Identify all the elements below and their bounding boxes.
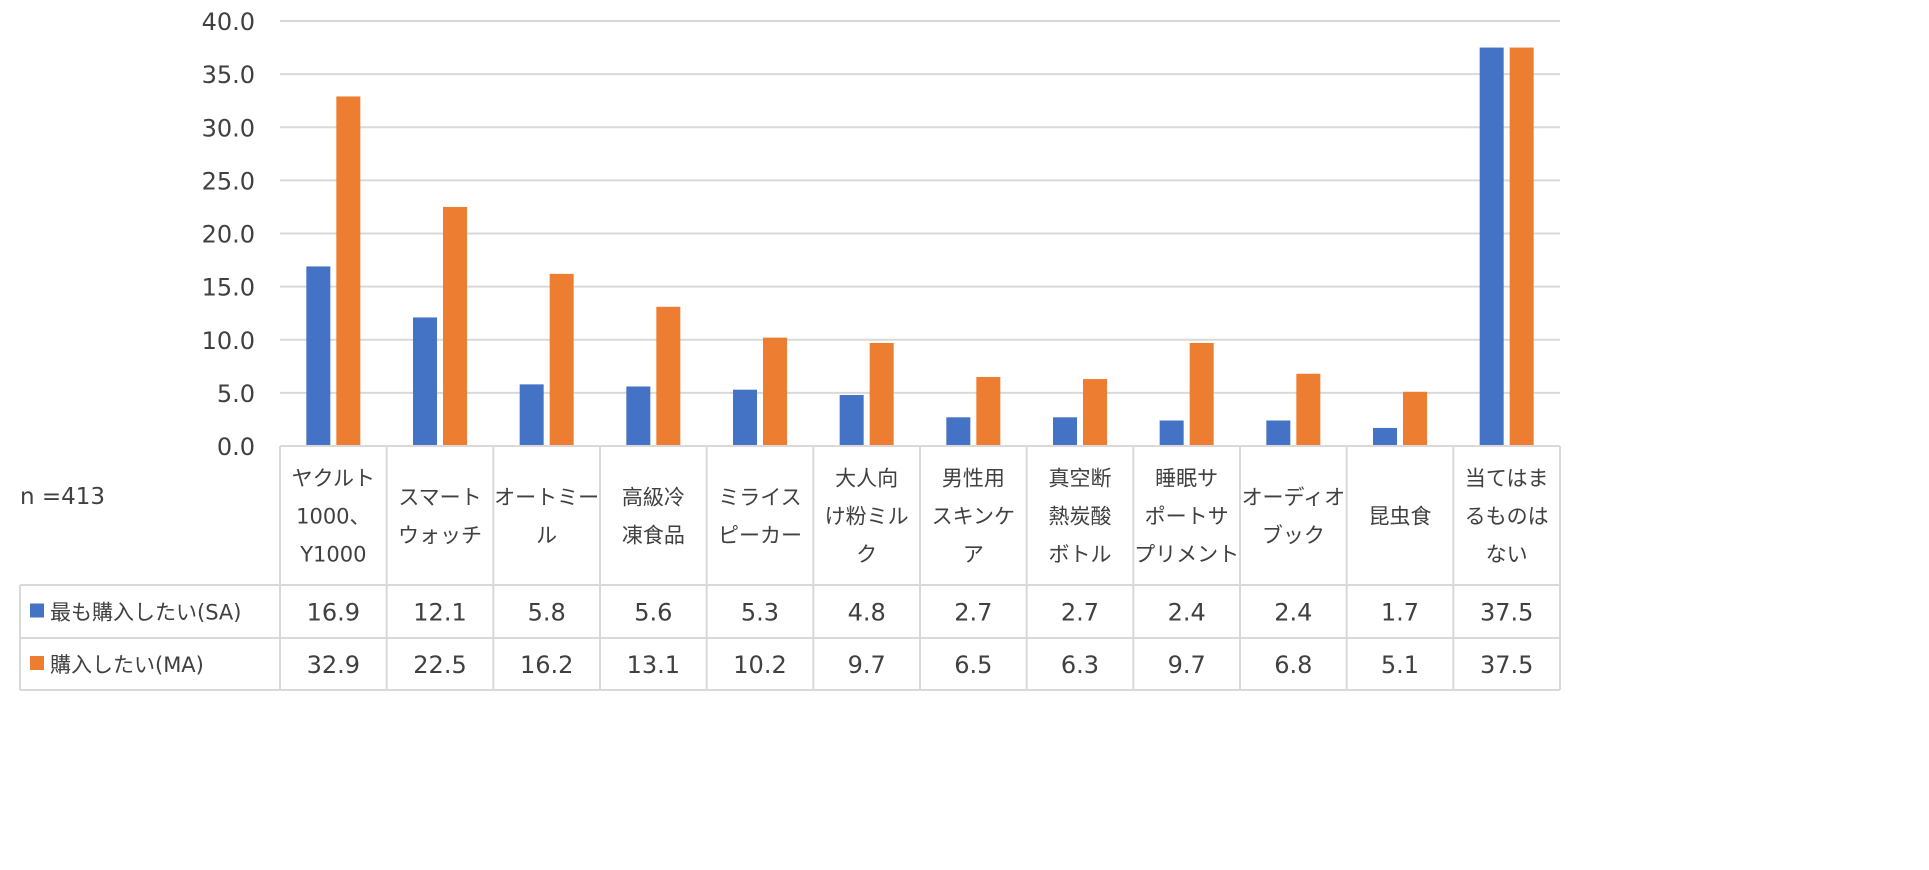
bar-sa bbox=[1479, 47, 1504, 446]
legend-key-sa bbox=[30, 603, 44, 618]
table-cell-value: 16.2 bbox=[520, 651, 573, 679]
category-label: 睡眠サポートサプリメント bbox=[1134, 467, 1239, 567]
bar-ma bbox=[656, 306, 681, 446]
table-cell-value: 22.5 bbox=[413, 651, 466, 679]
category-label: スマートウォッチ bbox=[398, 486, 482, 548]
category-label: 真空断熱炭酸ボトル bbox=[1049, 467, 1112, 567]
category-label: オートミール bbox=[494, 486, 599, 548]
table-cell-value: 37.5 bbox=[1480, 651, 1533, 679]
y-tick-label: 0.0 bbox=[217, 433, 255, 461]
table-cell-value: 10.2 bbox=[733, 651, 786, 679]
table-cell-value: 9.7 bbox=[848, 651, 886, 679]
category-label: 大人向け粉ミルク bbox=[825, 467, 909, 567]
table-cell-value: 16.9 bbox=[307, 599, 360, 627]
table-cell-value: 6.8 bbox=[1274, 651, 1312, 679]
y-tick-label: 35.0 bbox=[202, 61, 255, 89]
table-cell-value: 2.4 bbox=[1274, 599, 1312, 627]
table-cell-value: 5.6 bbox=[634, 599, 672, 627]
bar-sa bbox=[1266, 420, 1291, 446]
table-cell-value: 32.9 bbox=[307, 651, 360, 679]
table-cell-value: 2.4 bbox=[1168, 599, 1206, 627]
legend-key-ma bbox=[30, 656, 44, 670]
y-tick-label: 20.0 bbox=[202, 221, 255, 249]
category-label: 当てはまるものはない bbox=[1465, 467, 1549, 567]
category-label: オーディオブック bbox=[1242, 486, 1346, 548]
bar-sa bbox=[519, 384, 544, 446]
y-tick-label: 30.0 bbox=[202, 114, 255, 142]
bar-ma bbox=[1509, 47, 1534, 446]
category-label: 男性用スキンケア bbox=[932, 467, 1015, 567]
bar-ma bbox=[336, 96, 361, 446]
y-tick-label: 5.0 bbox=[217, 380, 255, 408]
bar-sa bbox=[839, 395, 864, 446]
bar-ma bbox=[976, 376, 1001, 446]
table-cell-value: 13.1 bbox=[627, 651, 680, 679]
legend-label: 購入したい(MA) bbox=[50, 653, 204, 677]
table-cell-value: 6.3 bbox=[1061, 651, 1099, 679]
bar-ma bbox=[869, 342, 894, 446]
category-label: ヤクルト 1000、 Y1000 bbox=[292, 467, 375, 567]
bar-ma bbox=[443, 206, 467, 446]
bar-sa bbox=[1053, 417, 1077, 446]
category-label: 高級冷凍食品 bbox=[622, 486, 685, 548]
bar-ma bbox=[549, 273, 574, 446]
sample-size-label: n =413 bbox=[20, 484, 105, 510]
table-cell-value: 2.7 bbox=[954, 599, 992, 627]
bar-sa bbox=[1159, 420, 1184, 446]
bar-ma bbox=[1083, 379, 1107, 446]
table-cell-value: 2.7 bbox=[1061, 599, 1099, 627]
bar-ma bbox=[763, 337, 787, 446]
table-cell-value: 5.1 bbox=[1381, 651, 1419, 679]
category-label: 昆虫食 bbox=[1369, 505, 1432, 529]
y-tick-label: 25.0 bbox=[202, 167, 255, 195]
y-tick-label: 10.0 bbox=[202, 327, 255, 355]
bar-sa bbox=[413, 317, 437, 446]
table-cell-value: 12.1 bbox=[413, 599, 466, 627]
category-label: ミライスピーカー bbox=[718, 486, 802, 548]
table-cell-value: 6.5 bbox=[954, 651, 992, 679]
y-tick-label: 40.0 bbox=[202, 8, 255, 36]
bar-sa bbox=[733, 389, 757, 446]
y-tick-label: 15.0 bbox=[202, 274, 255, 302]
bar-sa bbox=[626, 386, 651, 446]
table-cell-value: 4.8 bbox=[848, 599, 886, 627]
table-cell-value: 5.3 bbox=[741, 599, 779, 627]
table-cell-value: 37.5 bbox=[1480, 599, 1533, 627]
bar-ma bbox=[1189, 342, 1214, 446]
table-cell-value: 1.7 bbox=[1381, 599, 1419, 627]
legend-label: 最も購入したい(SA) bbox=[50, 601, 241, 625]
bar-ma bbox=[1403, 391, 1427, 446]
table-cell-value: 5.8 bbox=[528, 599, 566, 627]
bar-sa bbox=[306, 266, 331, 446]
table-cell-value: 9.7 bbox=[1168, 651, 1206, 679]
bar-sa bbox=[1373, 427, 1397, 446]
bar-sa bbox=[946, 417, 971, 446]
bar-ma bbox=[1296, 373, 1321, 446]
